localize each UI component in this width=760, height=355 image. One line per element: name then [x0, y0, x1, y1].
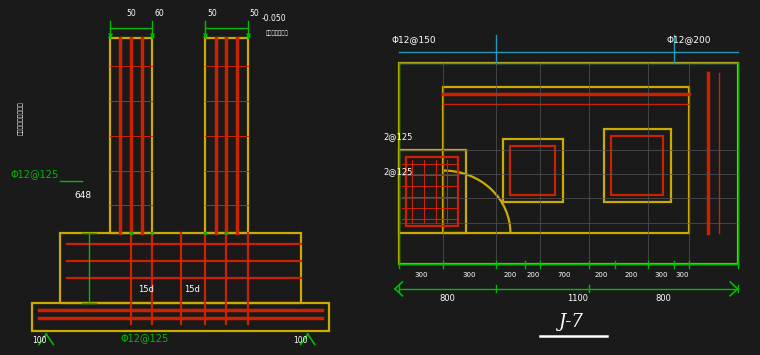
Text: 200: 200: [526, 272, 540, 278]
Text: 300: 300: [414, 272, 428, 278]
Text: 100: 100: [32, 336, 46, 345]
Bar: [503, 139, 562, 202]
Text: 50: 50: [207, 9, 217, 18]
Text: 柱纵筋无法机械锚固: 柱纵筋无法机械锚固: [18, 102, 24, 135]
Text: Φ12@125: Φ12@125: [11, 169, 59, 180]
Text: 60: 60: [154, 9, 164, 18]
Text: 800: 800: [439, 294, 455, 303]
Text: 50: 50: [126, 9, 136, 18]
Bar: [443, 87, 689, 233]
Text: 300: 300: [654, 272, 668, 278]
Bar: [399, 150, 466, 233]
Text: 2@125: 2@125: [384, 167, 413, 176]
Text: 室外一层顶室外: 室外一层顶室外: [265, 30, 288, 36]
Text: J-7: J-7: [558, 313, 582, 331]
Bar: [110, 38, 152, 233]
Bar: [32, 303, 329, 331]
Text: 15d: 15d: [184, 285, 200, 294]
Text: Φ12@125: Φ12@125: [120, 333, 169, 343]
Text: 2@125: 2@125: [384, 132, 413, 141]
Text: 200: 200: [625, 272, 638, 278]
Bar: [511, 146, 555, 195]
Bar: [603, 129, 670, 202]
Text: Φ12@150: Φ12@150: [391, 35, 436, 44]
Text: 200: 200: [504, 272, 517, 278]
Bar: [60, 233, 301, 303]
Text: 700: 700: [558, 272, 572, 278]
Text: 50: 50: [250, 9, 260, 18]
Text: Φ12@200: Φ12@200: [667, 35, 711, 44]
Text: 200: 200: [595, 272, 608, 278]
Text: 15d: 15d: [138, 285, 154, 294]
Bar: [611, 136, 663, 195]
Text: 300: 300: [463, 272, 477, 278]
Bar: [406, 157, 458, 226]
Text: 100: 100: [293, 336, 308, 345]
Bar: [399, 63, 737, 264]
Text: 300: 300: [675, 272, 689, 278]
Text: 800: 800: [655, 294, 671, 303]
Text: -0.050: -0.050: [261, 14, 287, 23]
Bar: [205, 38, 248, 233]
Text: 1100: 1100: [567, 294, 588, 303]
Text: 648: 648: [74, 191, 92, 200]
